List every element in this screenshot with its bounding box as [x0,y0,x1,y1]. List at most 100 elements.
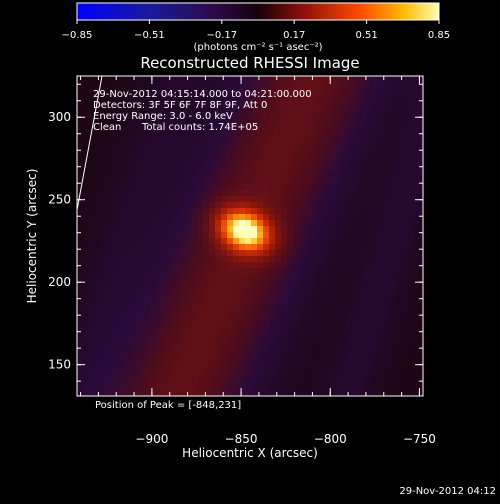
heatmap-cell [365,112,371,118]
heatmap-cell [419,184,423,190]
heatmap-cell [269,238,275,244]
heatmap-cell [95,370,101,376]
heatmap-cell [335,358,341,364]
heatmap-cell [197,76,203,82]
heatmap-cell [239,334,245,340]
heatmap-cell [251,208,257,214]
heatmap-cell [281,340,287,346]
heatmap-cell [299,328,305,334]
heatmap-cell [347,280,353,286]
heatmap-cell [287,292,293,298]
heatmap-cell [353,178,359,184]
heatmap-cell [251,334,257,340]
heatmap-cell [251,76,257,82]
heatmap-cell [89,214,95,220]
heatmap-cell [77,238,83,244]
heatmap-cell [137,112,143,118]
heatmap-cell [119,166,125,172]
heatmap-cell [377,196,383,202]
heatmap-cell [173,118,179,124]
heatmap-cell [359,388,365,394]
heatmap-cell [221,322,227,328]
heatmap-cell [341,112,347,118]
heatmap-cell [119,202,125,208]
heatmap-cell [113,298,119,304]
heatmap-cell [275,160,281,166]
heatmap-cell [371,394,377,396]
heatmap-cell [377,130,383,136]
heatmap-cell [329,316,335,322]
heatmap-cell [125,304,131,310]
heatmap-cell [107,208,113,214]
heatmap-cell [107,286,113,292]
heatmap-cell [227,142,233,148]
heatmap-cell [77,208,83,214]
heatmap-cell [281,376,287,382]
heatmap-cell [341,244,347,250]
heatmap-cell [257,94,263,100]
heatmap-cell [233,214,239,220]
heatmap-cell [77,82,83,88]
heatmap-cell [185,286,191,292]
heatmap-cell [293,106,299,112]
heatmap-cell [245,292,251,298]
heatmap-cell [149,106,155,112]
heatmap-cell [167,160,173,166]
heatmap-cell [299,172,305,178]
heatmap-cell [389,166,395,172]
heatmap-cell [287,190,293,196]
heatmap-cell [107,268,113,274]
heatmap-cell [317,214,323,220]
heatmap-cell [269,358,275,364]
heatmap-cell [347,382,353,388]
heatmap-cell [203,142,209,148]
heatmap-cell [89,298,95,304]
heatmap-cell [311,160,317,166]
heatmap-cell [125,82,131,88]
heatmap-cell [227,190,233,196]
heatmap-cell [365,358,371,364]
heatmap-cell [257,190,263,196]
heatmap-cell [299,136,305,142]
heatmap-cell [77,88,83,94]
heatmap-cell [95,160,101,166]
heatmap-cell [293,346,299,352]
heatmap-cell [137,118,143,124]
heatmap-cell [317,100,323,106]
heatmap-cell [155,244,161,250]
heatmap-cell [245,202,251,208]
heatmap-cell [281,304,287,310]
heatmap-cell [365,274,371,280]
colorbar-tick-label: −0.17 [206,30,237,41]
heatmap-cell [149,316,155,322]
heatmap-cell [119,142,125,148]
heatmap-cell [269,346,275,352]
heatmap-cell [365,286,371,292]
heatmap-cell [377,304,383,310]
heatmap-cell [95,214,101,220]
heatmap-cell [221,340,227,346]
heatmap-cell [317,340,323,346]
heatmap-cell [143,292,149,298]
heatmap-cell [221,238,227,244]
heatmap-cell [155,100,161,106]
heatmap-cell [119,274,125,280]
heatmap-cell [209,298,215,304]
heatmap-cell [419,268,423,274]
heatmap-cell [305,172,311,178]
heatmap-cell [143,262,149,268]
heatmap-cell [353,76,359,82]
heatmap-cell [113,328,119,334]
heatmap-cell [353,196,359,202]
heatmap-cell [329,154,335,160]
heatmap-cell [179,208,185,214]
heatmap-cell [401,334,407,340]
heatmap-cell [203,310,209,316]
heatmap-cell [197,334,203,340]
heatmap-cell [203,136,209,142]
heatmap-cell [317,136,323,142]
heatmap-cell [281,220,287,226]
heatmap-cell [131,178,137,184]
heatmap-cell [149,166,155,172]
heatmap-cell [317,280,323,286]
